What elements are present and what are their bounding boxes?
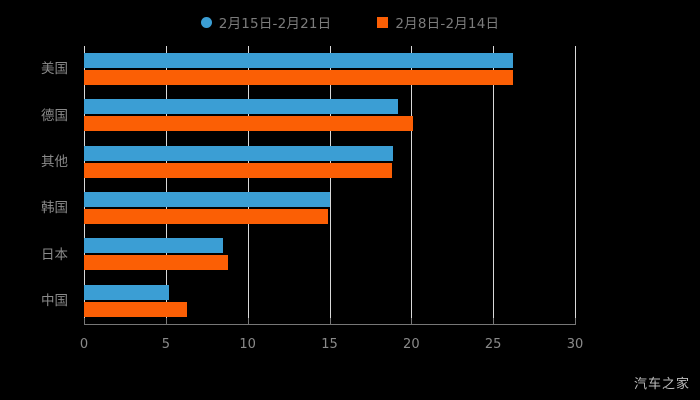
y-axis-category-label: 日本 (41, 246, 68, 263)
x-axis-tick (411, 318, 413, 325)
x-axis-tick-label: 5 (161, 337, 170, 352)
gridline (329, 46, 331, 324)
x-axis-tick (247, 318, 249, 325)
y-axis-category-label: 中国 (41, 292, 68, 309)
bar-secondary[interactable] (84, 162, 392, 178)
bar-group (84, 46, 575, 92)
y-axis-category-label: 德国 (41, 107, 68, 124)
watermark: 汽车之家 (633, 377, 690, 392)
circle-icon (200, 16, 212, 28)
bar-primary[interactable] (84, 238, 224, 254)
bar-secondary[interactable] (84, 209, 328, 224)
x-axis-tick-label: 0 (79, 337, 89, 352)
y-axis-line (84, 46, 85, 324)
legend-label-primary: 2月15日-2月21日 (218, 16, 332, 32)
x-axis-tick (329, 318, 331, 325)
y-axis-category-label: 其他 (41, 153, 68, 170)
gridline (575, 46, 576, 324)
bar-primary[interactable] (84, 99, 399, 115)
bar-primary[interactable] (84, 53, 513, 68)
y-axis-labels: 美国德国其他韩国日本中国 (0, 46, 76, 324)
bar-secondary[interactable] (84, 70, 513, 85)
x-axis-tick-label: 10 (239, 337, 256, 352)
square-icon (377, 16, 389, 28)
x-axis-tick-label: 15 (321, 337, 338, 352)
bar-group (84, 231, 575, 277)
legend-label-secondary: 2月8日-2月14日 (395, 16, 500, 32)
gridline (165, 46, 167, 324)
bar-secondary[interactable] (84, 116, 413, 132)
gridline (493, 46, 495, 324)
bar-primary[interactable] (84, 145, 394, 161)
bar-primary[interactable] (84, 284, 170, 300)
plot-area (84, 46, 576, 324)
bar-group (84, 278, 575, 324)
legend-entry-primary[interactable]: 2月15日-2月21日 (200, 12, 332, 32)
x-axis-tick-label: 20 (403, 337, 420, 352)
y-axis-category-label: 美国 (41, 61, 68, 78)
bar-secondary[interactable] (84, 301, 188, 317)
bar-secondary[interactable] (84, 255, 229, 271)
gridline (247, 46, 249, 324)
gridline (411, 46, 413, 324)
bar-group (84, 92, 575, 138)
chart-legend: 2月15日-2月21日 2月8日-2月14日 (0, 10, 700, 34)
y-axis-category-label: 韩国 (41, 200, 68, 217)
bar-group (84, 139, 575, 185)
x-axis-tick (84, 318, 85, 325)
x-axis-tick (165, 318, 167, 325)
legend-entry-secondary[interactable]: 2月8日-2月14日 (377, 12, 499, 32)
x-axis-tick (575, 318, 576, 325)
x-axis-tick (493, 318, 495, 325)
x-axis-tick-label: 30 (566, 337, 584, 352)
bar-primary[interactable] (84, 192, 330, 207)
x-axis-tick-label: 25 (484, 337, 502, 352)
bar-group (84, 185, 575, 231)
